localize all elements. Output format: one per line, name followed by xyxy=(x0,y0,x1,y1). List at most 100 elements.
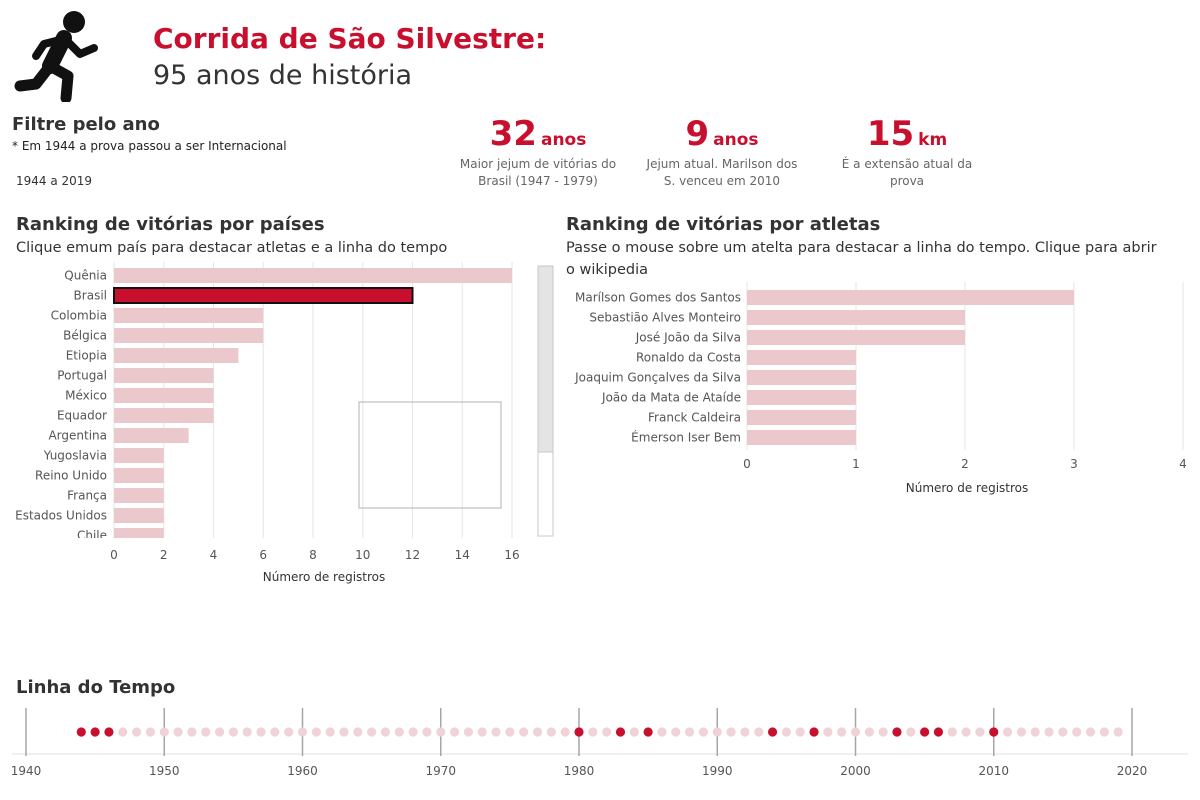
y-tick-label[interactable]: João da Mata de Ataíde xyxy=(601,391,741,405)
y-tick-label[interactable]: Equador xyxy=(57,409,107,423)
y-tick-label[interactable]: México xyxy=(65,389,107,403)
y-tick-label[interactable]: José João da Silva xyxy=(635,331,741,345)
y-tick-label[interactable]: Estados Unidos xyxy=(15,509,107,523)
bar-França[interactable] xyxy=(114,488,164,503)
timeline-dot-1985[interactable] xyxy=(643,727,653,737)
timeline-dot-1984[interactable] xyxy=(629,727,639,737)
timeline-dot-1968[interactable] xyxy=(408,727,418,737)
bar-José João da Silva[interactable] xyxy=(747,330,965,345)
timeline-dot-2019[interactable] xyxy=(1113,727,1123,737)
bar-Brasil[interactable] xyxy=(113,287,414,304)
timeline-dot-1983[interactable] xyxy=(615,727,626,737)
timeline-dot-2018[interactable] xyxy=(1099,727,1109,737)
bar-Argentina[interactable] xyxy=(114,428,189,443)
y-tick-label[interactable]: Yugoslavia xyxy=(43,449,107,463)
timeline-dot-1971[interactable] xyxy=(449,727,460,737)
y-tick-label[interactable]: Colombia xyxy=(51,309,107,323)
bar-Equador[interactable] xyxy=(114,408,214,423)
timeline-dot-1973[interactable] xyxy=(477,727,487,737)
bar-Reino Unido[interactable] xyxy=(114,468,164,483)
bar-Sebastião Alves Monteiro[interactable] xyxy=(747,310,965,325)
timeline-dot-2013[interactable] xyxy=(1030,727,1040,737)
timeline-dot-1990[interactable] xyxy=(712,727,722,737)
timeline-dot-2000[interactable] xyxy=(850,727,861,737)
timeline-dot-1960[interactable] xyxy=(297,727,308,737)
y-tick-label[interactable]: Argentina xyxy=(48,429,107,443)
timeline-dot-2005[interactable] xyxy=(920,727,930,737)
bar-Estados Unidos[interactable] xyxy=(114,508,164,523)
timeline-dot-1947[interactable] xyxy=(118,727,128,737)
timeline-dot-1989[interactable] xyxy=(698,727,709,737)
bar-Chile[interactable] xyxy=(114,528,164,543)
timeline-dot-1961[interactable] xyxy=(311,727,321,737)
y-tick-label[interactable]: Bélgica xyxy=(63,329,107,343)
y-tick-label[interactable]: Brasil xyxy=(74,289,107,303)
timeline-dot-1988[interactable] xyxy=(685,727,695,737)
scrollbar-thumb[interactable] xyxy=(537,265,554,453)
timeline-dot-1952[interactable] xyxy=(187,727,197,737)
timeline-dot-1982[interactable] xyxy=(602,727,612,737)
timeline-dot-1987[interactable] xyxy=(671,727,681,737)
y-tick-label[interactable]: Etiopia xyxy=(66,349,107,363)
bar-Portugal[interactable] xyxy=(114,368,214,383)
bar-Marílson Gomes dos Santos[interactable] xyxy=(747,290,1074,305)
timeline-dot-2011[interactable] xyxy=(1002,727,1013,737)
bar-Émerson Iser Bem[interactable] xyxy=(747,430,856,445)
timeline-dot-1966[interactable] xyxy=(380,727,391,737)
timeline-dot-1993[interactable] xyxy=(754,727,764,737)
bar-Franck Caldeira[interactable] xyxy=(747,410,856,425)
bar-João da Mata de Ataíde[interactable] xyxy=(747,390,856,405)
y-tick-label[interactable]: Reino Unido xyxy=(35,469,107,483)
y-tick-label[interactable]: Portugal xyxy=(57,369,107,383)
timeline-dot-1972[interactable] xyxy=(463,727,473,737)
timeline-dot-1944[interactable] xyxy=(76,727,86,737)
timeline-dot-1970[interactable] xyxy=(436,727,446,737)
y-tick-label[interactable]: Franck Caldeira xyxy=(648,411,741,425)
timeline-dot-2014[interactable] xyxy=(1044,727,1054,737)
timeline-dot-2012[interactable] xyxy=(1016,727,1026,737)
y-tick-label[interactable]: Joaquim Gonçalves da Silva xyxy=(574,371,741,385)
timeline-dot-1996[interactable] xyxy=(795,727,805,737)
timeline-dot-1953[interactable] xyxy=(201,727,211,737)
timeline-dot-1969[interactable] xyxy=(422,727,432,737)
timeline-dot-1959[interactable] xyxy=(284,727,294,737)
timeline-dot-2003[interactable] xyxy=(892,727,902,737)
timeline-dot-1957[interactable] xyxy=(256,727,266,737)
timeline-dot-1946[interactable] xyxy=(104,727,114,737)
bar-Joaquim Gonçalves da Silva[interactable] xyxy=(747,370,856,385)
y-tick-label[interactable]: Marílson Gomes dos Santos xyxy=(575,291,741,305)
y-tick-label[interactable]: Émerson Iser Bem xyxy=(631,430,741,445)
timeline-dot-1956[interactable] xyxy=(242,727,252,737)
bar-México[interactable] xyxy=(114,388,214,403)
timeline-dot-1997[interactable] xyxy=(809,727,819,737)
timeline-dot-1950[interactable] xyxy=(159,727,169,737)
timeline-dot-1998[interactable] xyxy=(823,727,833,737)
timeline-dot-1949[interactable] xyxy=(145,727,156,737)
bar-Colombia[interactable] xyxy=(114,308,264,323)
timeline-dot-1986[interactable] xyxy=(657,727,667,737)
timeline-dot-1979[interactable] xyxy=(560,727,570,737)
y-tick-label[interactable]: Sebastião Alves Monteiro xyxy=(589,311,741,325)
timeline-dot-2007[interactable] xyxy=(947,727,957,737)
timeline-dot-2015[interactable] xyxy=(1058,727,1068,737)
timeline-dot-1980[interactable] xyxy=(574,727,584,737)
timeline-dot-1976[interactable] xyxy=(519,727,529,737)
year-range-filter[interactable]: 1944 a 2019 xyxy=(16,174,93,188)
y-tick-label[interactable]: Chile xyxy=(77,529,107,543)
timeline-dot-1974[interactable] xyxy=(491,727,501,737)
timeline-dot-2010[interactable] xyxy=(989,727,999,737)
timeline-dot-1994[interactable] xyxy=(767,727,778,737)
timeline-dot-1965[interactable] xyxy=(367,727,377,737)
timeline-dot-2009[interactable] xyxy=(975,727,985,737)
timeline-dot-1954[interactable] xyxy=(214,727,225,737)
timeline-dot-1978[interactable] xyxy=(546,727,556,737)
y-tick-label[interactable]: França xyxy=(67,489,107,503)
timeline-dot-1962[interactable] xyxy=(325,727,335,737)
timeline-dot-1992[interactable] xyxy=(740,727,750,737)
timeline-dot-1991[interactable] xyxy=(726,727,736,737)
bar-Ronaldo da Costa[interactable] xyxy=(747,350,856,365)
timeline-dot-2017[interactable] xyxy=(1085,727,1096,737)
timeline-dot-1981[interactable] xyxy=(588,727,598,737)
timeline-dot-1955[interactable] xyxy=(228,727,238,737)
timeline-dot-2016[interactable] xyxy=(1072,727,1082,737)
